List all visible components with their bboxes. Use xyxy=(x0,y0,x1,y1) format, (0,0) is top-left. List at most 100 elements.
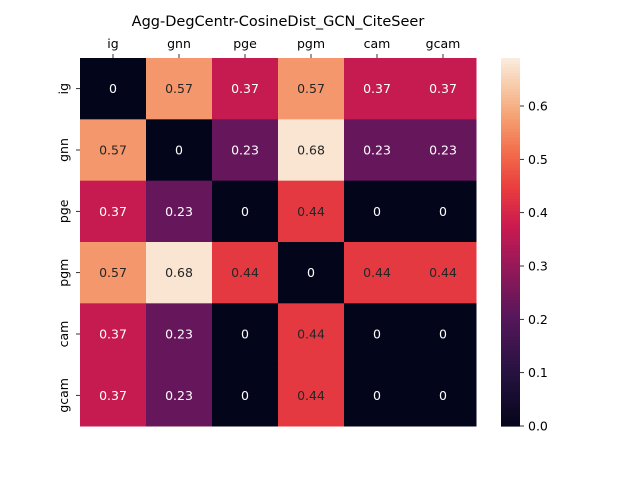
colorbar-segment xyxy=(501,229,520,234)
y-tick-label: ig xyxy=(56,83,71,94)
colorbar-segment xyxy=(501,137,520,142)
cell-value-label: 0.37 xyxy=(99,388,127,403)
colorbar-segment xyxy=(501,245,520,249)
cell-value-label: 0.23 xyxy=(165,204,193,219)
x-tick-labels: ig gnn pge pgm cam gcam xyxy=(107,36,460,58)
colorbar-segment xyxy=(501,275,520,280)
x-tick-label: gnn xyxy=(167,36,191,51)
colorbar-segment xyxy=(501,171,520,176)
colorbar-segment xyxy=(501,407,520,412)
colorbar-segment xyxy=(501,214,520,219)
y-tick-label: gnn xyxy=(56,138,71,162)
heatmap-cells: 0 0.57 0.37 0.57 0.37 0.37 0.57 0 0.23 0.68 0.23 0.… xyxy=(80,58,477,427)
heatmap-cell xyxy=(278,180,345,243)
cell-value-label: 0.44 xyxy=(429,265,457,280)
colorbar-segment xyxy=(501,64,520,68)
heatmap-cell xyxy=(410,180,477,243)
heatmap-cell xyxy=(410,58,477,120)
colorbar-segment xyxy=(501,309,520,314)
heatmap-cell xyxy=(212,180,279,243)
colorbar-segment xyxy=(501,297,520,301)
y-tick-label: cam xyxy=(56,321,71,348)
colorbar-segment xyxy=(501,208,520,212)
colorbar-segment xyxy=(501,248,520,252)
heatmap-cell xyxy=(80,58,147,120)
colorbar-segment xyxy=(501,100,520,105)
cell-value-label: 0.23 xyxy=(165,327,193,342)
colorbar-segment xyxy=(501,122,520,127)
heatmap-cell xyxy=(212,364,279,427)
colorbar-segment xyxy=(501,373,520,378)
heatmap-cell xyxy=(410,119,477,182)
cell-value-label: 0 xyxy=(241,204,249,219)
colorbar-segment xyxy=(501,177,520,182)
colorbar-tick-label: 0.4 xyxy=(528,205,548,220)
colorbar-segment xyxy=(501,156,520,160)
colorbar-segment xyxy=(501,196,520,200)
colorbar-segment xyxy=(501,153,520,157)
colorbar-segment xyxy=(501,370,520,375)
colorbar-segment xyxy=(501,235,520,240)
colorbar-segment xyxy=(501,272,520,277)
colorbar-segment xyxy=(501,343,520,347)
colorbar-tick-label: 0.1 xyxy=(528,365,548,380)
cell-value-label: 0 xyxy=(373,327,381,342)
cell-value-label: 0.37 xyxy=(363,81,391,96)
heatmap-cell xyxy=(146,58,213,120)
colorbar-segment xyxy=(501,340,520,344)
cell-value-label: 0.44 xyxy=(231,265,259,280)
heatmap-cell xyxy=(146,364,213,427)
colorbar-segment xyxy=(501,401,520,406)
y-tick-label: pge xyxy=(56,199,71,223)
cell-value-label: 0.37 xyxy=(99,204,127,219)
cell-value-label: 0 xyxy=(175,143,183,158)
colorbar-segment xyxy=(501,113,520,117)
y-tick-label: pgm xyxy=(56,259,71,287)
colorbar-segment xyxy=(501,220,520,225)
heatmap-cell xyxy=(344,58,411,120)
cell-value-label: 0.37 xyxy=(99,327,127,342)
colorbar-tick-label: 0.2 xyxy=(528,312,548,327)
heatmap-cell xyxy=(344,303,411,366)
colorbar-segment xyxy=(501,128,520,133)
colorbar-segment xyxy=(501,257,520,261)
cell-value-label: 0.68 xyxy=(297,143,325,158)
cell-value-label: 0.57 xyxy=(99,143,127,158)
cell-value-label: 0.44 xyxy=(297,388,325,403)
x-tick-label: cam xyxy=(364,36,391,51)
colorbar-segment xyxy=(501,315,520,320)
heatmap-cell xyxy=(146,303,213,366)
colorbar-segment xyxy=(501,202,520,206)
colorbar-segment xyxy=(501,254,520,258)
colorbar-segment xyxy=(501,395,520,399)
cell-value-label: 0 xyxy=(109,81,117,96)
colorbar-segment xyxy=(501,260,520,265)
colorbar-segment xyxy=(501,223,520,228)
heatmap-cell xyxy=(344,180,411,243)
heatmap-cell xyxy=(278,242,345,304)
cell-value-label: 0.23 xyxy=(429,143,457,158)
chart-title: Agg-DegCentr-CosineDist_GCN_CiteSeer xyxy=(132,14,425,30)
colorbar-segment xyxy=(501,61,520,65)
colorbar-segment xyxy=(501,91,520,96)
colorbar-segment xyxy=(501,416,520,421)
colorbar-segment xyxy=(501,312,520,317)
colorbar-segment xyxy=(501,85,520,90)
y-tick-labels: ig gnn pge pgm cam gcam xyxy=(56,83,80,413)
colorbar-segment xyxy=(501,349,520,353)
colorbar-segment xyxy=(501,134,520,139)
colorbar-segment xyxy=(501,159,520,163)
colorbar-segment xyxy=(501,116,520,120)
colorbar-segment xyxy=(501,217,520,222)
heatmap-cell xyxy=(80,180,147,243)
colorbar-segment xyxy=(501,242,520,246)
cell-value-label: 0 xyxy=(439,388,447,403)
colorbar-segment xyxy=(501,146,520,151)
colorbar-segment xyxy=(501,392,520,396)
y-tick-label: gcam xyxy=(56,378,71,413)
cell-value-label: 0 xyxy=(307,265,315,280)
colorbar-segment xyxy=(501,192,520,197)
cell-value-label: 0.68 xyxy=(165,265,193,280)
colorbar-segment xyxy=(501,281,520,286)
colorbar-segment xyxy=(501,337,520,341)
